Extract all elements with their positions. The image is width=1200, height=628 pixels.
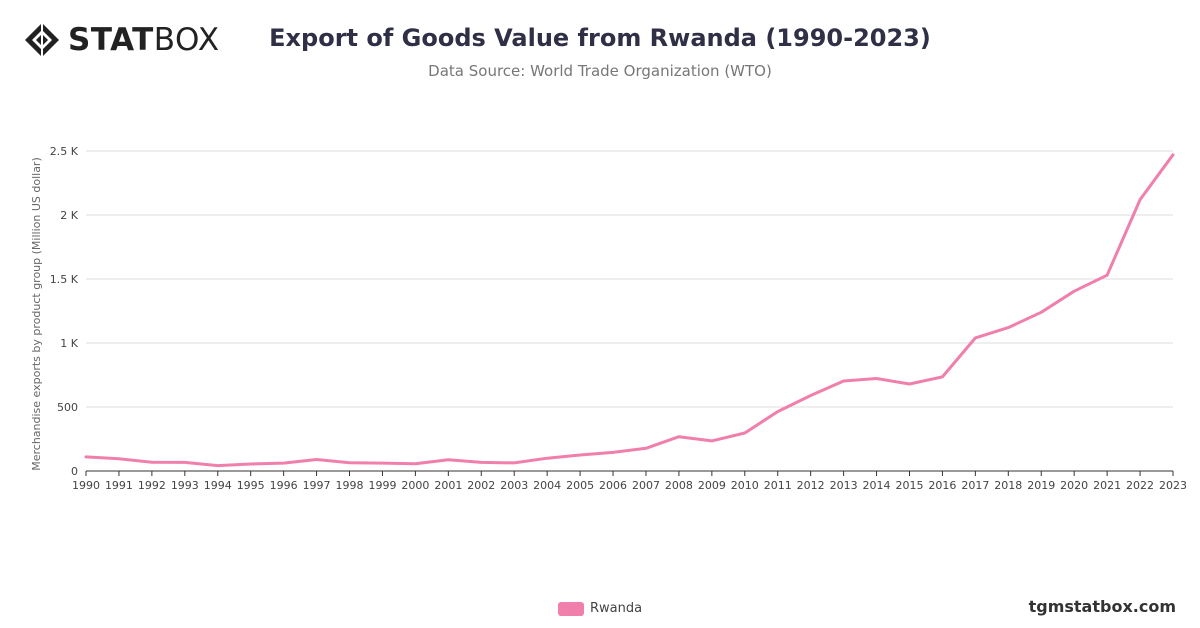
x-tick-label: 2008 (665, 479, 693, 492)
legend-swatch-rwanda[interactable] (557, 601, 584, 616)
series-line-rwanda (84, 153, 1175, 468)
x-tick-label: 1992 (138, 479, 166, 492)
x-tick-label: 2000 (401, 479, 429, 492)
x-tick-label: 2003 (500, 479, 528, 492)
chart-legend: Rwanda (0, 601, 1200, 616)
x-tick-label: 2021 (1093, 479, 1121, 492)
legend-label-rwanda[interactable]: Rwanda (589, 601, 643, 616)
y-tick-label: 1.5 K (50, 273, 79, 286)
x-tick-label: 2002 (467, 479, 495, 492)
x-tick-label: 2019 (1027, 479, 1055, 492)
x-tick-label: 2014 (863, 479, 891, 492)
x-tick-label: 1990 (72, 479, 100, 492)
statbox-logo: STATBOX (24, 22, 220, 58)
y-axis-label: Merchandise exports by product group (Mi… (30, 157, 43, 471)
x-tick-label: 2015 (895, 479, 923, 492)
x-tick-label: 1993 (171, 479, 199, 492)
x-tick-label: 2018 (994, 479, 1022, 492)
x-tick-label: 2017 (961, 479, 989, 492)
y-tick-label: 0 (71, 465, 78, 478)
chart-subtitle: Data Source: World Trade Organization (W… (428, 62, 772, 80)
x-tick-label: 2006 (599, 479, 627, 492)
y-tick-label: 500 (57, 401, 78, 414)
x-tick-label: 2001 (434, 479, 462, 492)
statbox-diamond-icon (25, 23, 59, 57)
x-tick-label: 2010 (731, 479, 759, 492)
x-tick-label: 1995 (237, 479, 265, 492)
x-tick-label: 1991 (105, 479, 133, 492)
x-tick-label: 2004 (533, 479, 561, 492)
x-tick-label: 2012 (797, 479, 825, 492)
x-tick-label: 2016 (928, 479, 956, 492)
x-tick-label: 1997 (303, 479, 331, 492)
statbox-wordmark: STATBOX (68, 22, 220, 58)
x-tick-label: 1994 (204, 479, 232, 492)
x-tick-label: 1998 (336, 479, 364, 492)
x-tick-label: 2023 (1159, 479, 1187, 492)
y-tick-label: 2 K (60, 209, 78, 222)
x-tick-label: 2013 (830, 479, 858, 492)
y-tick-label: 2.5 K (50, 145, 79, 158)
x-tick-label: 2007 (632, 479, 660, 492)
chart-title: Export of Goods Value from Rwanda (1990-… (269, 24, 931, 52)
logo-box-text: BOX (153, 22, 220, 58)
y-tick-label: 1 K (60, 337, 78, 350)
x-tick-label: 2022 (1126, 479, 1154, 492)
x-tick-label: 2011 (764, 479, 792, 492)
website-credit: tgmstatbox.com (1028, 597, 1176, 616)
x-tick-label: 1999 (368, 479, 396, 492)
x-tick-label: 2020 (1060, 479, 1088, 492)
x-tick-label: 1996 (270, 479, 298, 492)
x-tick-label: 2009 (698, 479, 726, 492)
logo-stat-text: STAT (68, 22, 154, 58)
x-tick-label: 2005 (566, 479, 594, 492)
